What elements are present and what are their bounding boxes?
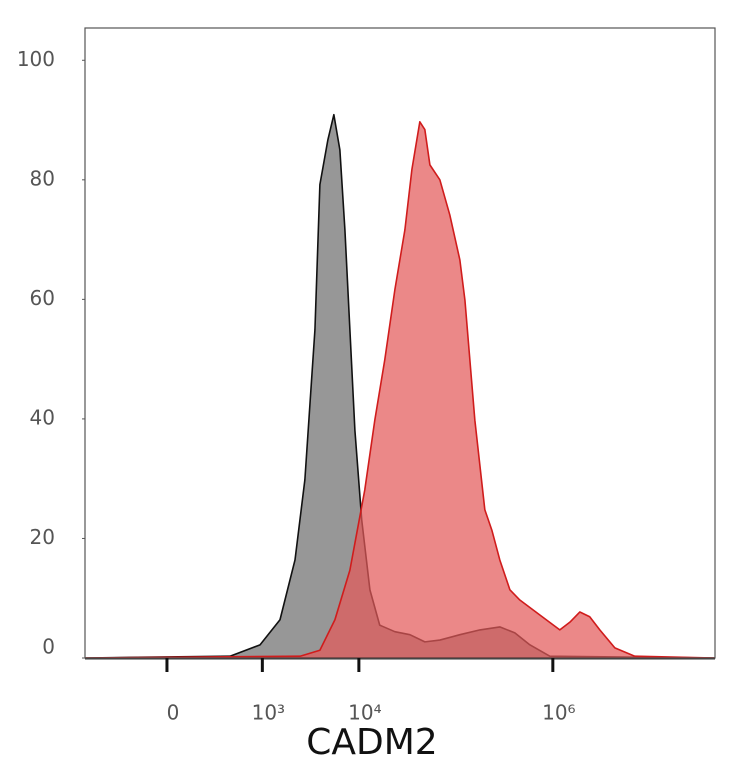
histogram-area xyxy=(85,121,715,658)
plot-frame xyxy=(84,27,716,659)
plot-area xyxy=(85,113,715,658)
x-tick-label: 10³ xyxy=(252,701,285,725)
y-tick-label: 0 xyxy=(42,635,55,659)
x-tick-label: 10⁶ xyxy=(542,701,575,725)
y-tick-label: 20 xyxy=(30,525,55,549)
x-tick-label: 0 xyxy=(167,701,180,725)
x-axis-label: CADM2 xyxy=(306,722,437,763)
y-tick-label: 60 xyxy=(30,286,55,310)
y-tick-label: 100 xyxy=(17,47,55,71)
y-tick-label: 40 xyxy=(30,405,55,429)
x-tick-label: 10⁴ xyxy=(348,701,381,725)
y-tick-label: 80 xyxy=(30,166,55,190)
